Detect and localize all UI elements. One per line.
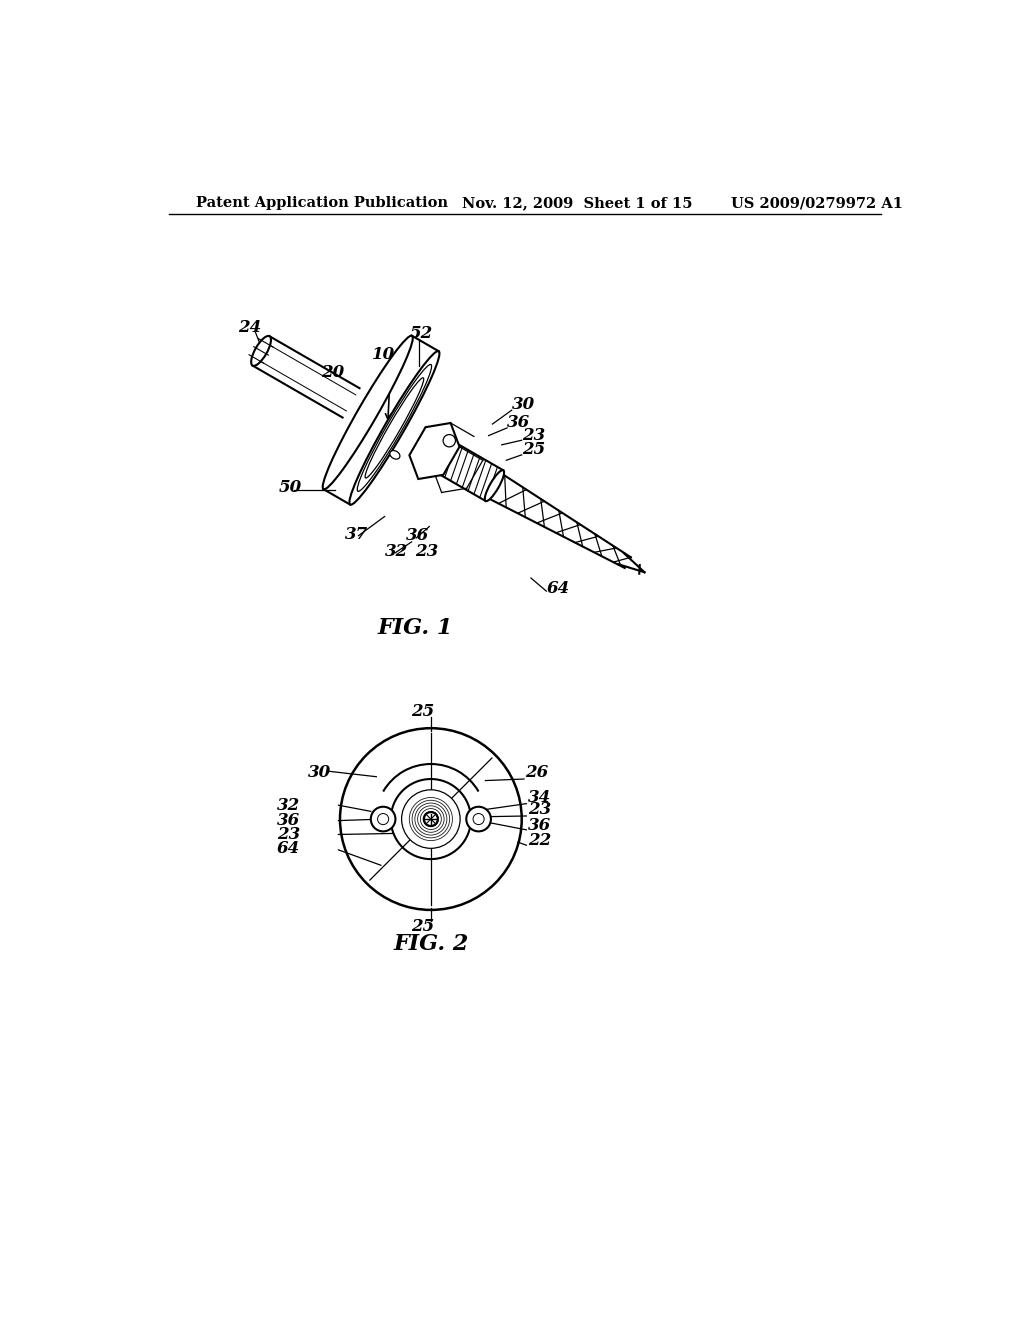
Text: 36: 36 <box>507 414 530 432</box>
Text: US 2009/0279972 A1: US 2009/0279972 A1 <box>731 197 903 210</box>
Text: Patent Application Publication: Patent Application Publication <box>196 197 449 210</box>
Text: 23: 23 <box>521 428 545 444</box>
Text: 10: 10 <box>373 346 395 363</box>
Text: 26: 26 <box>525 764 549 781</box>
Text: 24: 24 <box>238 319 261 337</box>
Circle shape <box>378 813 389 825</box>
Circle shape <box>473 813 484 825</box>
Text: 37: 37 <box>345 525 368 543</box>
Ellipse shape <box>251 335 271 366</box>
Text: FIG. 1: FIG. 1 <box>378 618 454 639</box>
Text: 20: 20 <box>322 364 345 381</box>
Text: 36: 36 <box>276 812 300 829</box>
Circle shape <box>443 434 456 447</box>
Text: 25: 25 <box>521 441 545 458</box>
Circle shape <box>401 789 460 849</box>
Ellipse shape <box>484 470 504 502</box>
Circle shape <box>466 807 490 832</box>
Text: 25: 25 <box>412 702 435 719</box>
Polygon shape <box>410 422 460 479</box>
Text: FIG. 2: FIG. 2 <box>393 933 469 954</box>
Ellipse shape <box>349 351 439 504</box>
Circle shape <box>340 729 521 909</box>
Text: Nov. 12, 2009  Sheet 1 of 15: Nov. 12, 2009 Sheet 1 of 15 <box>462 197 692 210</box>
Text: 36: 36 <box>407 527 429 544</box>
Circle shape <box>424 812 438 826</box>
Text: 30: 30 <box>512 396 535 413</box>
Text: 50: 50 <box>279 479 302 496</box>
Text: 23: 23 <box>416 543 438 560</box>
Ellipse shape <box>323 335 413 490</box>
Text: 32: 32 <box>276 797 300 813</box>
Text: 23: 23 <box>528 801 551 818</box>
Text: 32: 32 <box>385 543 408 560</box>
Text: 25: 25 <box>412 919 435 936</box>
Text: 64: 64 <box>276 840 300 857</box>
Text: 34: 34 <box>528 789 551 807</box>
Circle shape <box>371 807 395 832</box>
Text: 52: 52 <box>410 326 432 342</box>
Text: 22: 22 <box>528 832 551 849</box>
Text: 23: 23 <box>276 826 300 843</box>
Text: 36: 36 <box>528 817 551 834</box>
Polygon shape <box>253 337 359 417</box>
Text: 64: 64 <box>547 579 569 597</box>
Circle shape <box>391 779 471 859</box>
Text: 30: 30 <box>307 764 331 781</box>
Ellipse shape <box>390 450 400 459</box>
